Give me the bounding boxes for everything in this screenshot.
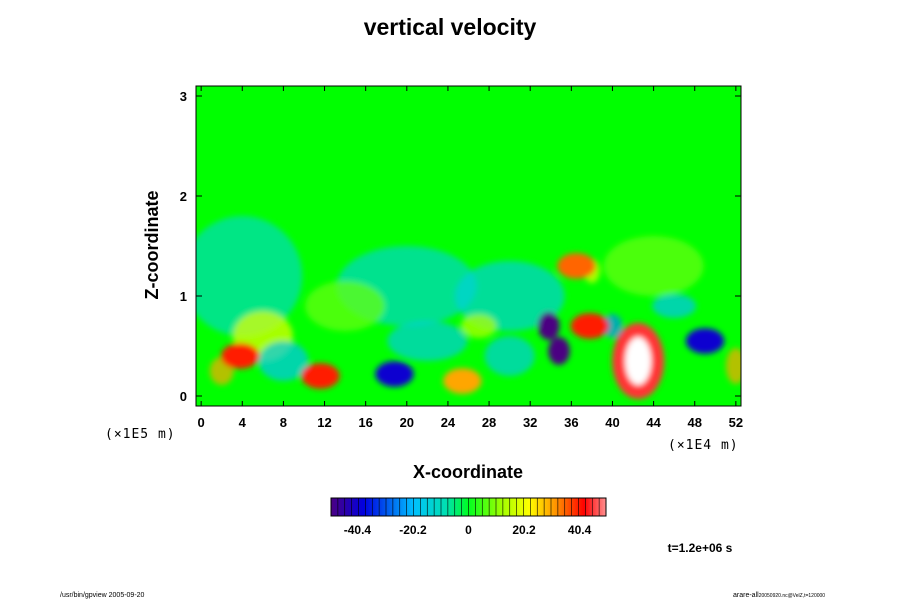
y-tick-label: 1 — [180, 289, 187, 304]
x-tick-label: 12 — [317, 415, 331, 430]
footer-left-text: /usr/bin/gpview 2005-09-20 — [60, 592, 145, 599]
x-tick-label: 20 — [400, 415, 414, 430]
x-tick-label: 28 — [482, 415, 496, 430]
heatmap-extreme — [443, 368, 482, 394]
x-tick-label: 52 — [729, 415, 743, 430]
colorbar-tick-label: 20.2 — [512, 523, 536, 537]
x-tick-label: 40 — [605, 415, 619, 430]
heatmap-region — [602, 314, 623, 338]
x-tick-label: 44 — [646, 415, 661, 430]
y-tick-label: 3 — [180, 89, 187, 104]
heatmap-region — [725, 348, 741, 384]
x-tick-label: 32 — [523, 415, 537, 430]
heatmap-extreme — [537, 312, 560, 340]
heatmap-region — [652, 294, 697, 318]
heatmap-core — [625, 337, 652, 385]
x-scale-note: (×1E4 m) — [668, 438, 739, 453]
y-tick-label: 2 — [180, 189, 187, 204]
heatmap-extreme — [570, 313, 610, 339]
plot-frame — [195, 85, 742, 407]
x-tick-label: 36 — [564, 415, 578, 430]
heatmap-extreme — [301, 363, 340, 389]
heatmap-region — [603, 236, 704, 296]
footer-right-text: arare-all20050920.nc@VelZ,t=120000 — [733, 592, 825, 599]
x-tick-label: 8 — [280, 415, 287, 430]
colorbar-tick-label: -40.4 — [344, 523, 372, 537]
heatmap-extreme — [221, 343, 260, 369]
chart-title: vertical velocity — [363, 14, 537, 40]
heatmap-region — [305, 281, 386, 331]
x-tick-label: 16 — [358, 415, 372, 430]
heatmap-region — [196, 216, 303, 336]
heatmap-region — [460, 314, 497, 338]
heatmap-region — [484, 336, 535, 376]
heatmap-extreme — [557, 253, 596, 279]
heatmap-extreme — [685, 328, 725, 354]
heatmap-extreme — [548, 337, 570, 365]
x-axis-title: X-coordinate — [413, 462, 523, 482]
x-tick-label: 0 — [198, 415, 205, 430]
colorbar-tick-label: 40.4 — [568, 523, 592, 537]
x-tick-label: 4 — [239, 415, 247, 430]
heatmap-field — [196, 86, 741, 406]
x-tick-label: 48 — [687, 415, 701, 430]
heatmap-region — [258, 341, 309, 381]
heatmap-extreme — [375, 361, 414, 387]
colorbar-tick-label: 0 — [465, 523, 472, 537]
y-axis-title: Z-coordinate — [142, 190, 162, 299]
footer-right-sub: 20050920.nc@VelZ,t=120000 — [759, 593, 826, 599]
heatmap-region — [454, 261, 565, 331]
footer-right-main: arare-all — [733, 592, 759, 599]
heatmap-region — [387, 321, 468, 361]
time-annotation: t=1.2e+06 s — [668, 541, 733, 555]
colorbar-tick-label: -20.2 — [399, 523, 427, 537]
x-tick-label: 24 — [441, 415, 456, 430]
y-tick-label: 0 — [180, 389, 187, 404]
y-scale-note: (×1E5 m) — [105, 427, 176, 442]
